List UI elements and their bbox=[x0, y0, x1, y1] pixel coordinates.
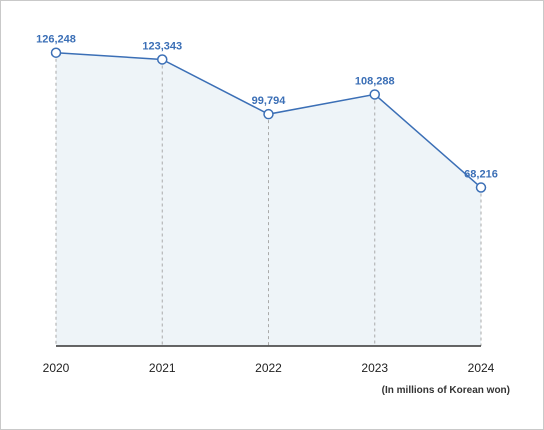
data-label-2022: 99,794 bbox=[252, 95, 287, 107]
data-point-2022 bbox=[263, 108, 274, 120]
data-point-2024 bbox=[475, 182, 487, 193]
data-point-2021 bbox=[157, 54, 168, 65]
data-point-2020 bbox=[50, 47, 62, 58]
data-label-2020: 126,248 bbox=[36, 34, 76, 46]
unit-note: (In millions of Korean won) bbox=[381, 385, 510, 396]
x-tick-label-2022: 2022 bbox=[255, 361, 282, 375]
data-label-2023: 108,288 bbox=[355, 75, 395, 87]
x-tick-label-2024: 2024 bbox=[468, 361, 495, 375]
data-label-2021: 123,343 bbox=[142, 40, 182, 52]
x-tick-label-2023: 2023 bbox=[361, 361, 388, 375]
x-tick-label-2021: 2021 bbox=[149, 361, 176, 375]
data-label-2024: 68,216 bbox=[464, 169, 498, 181]
data-point-2023 bbox=[369, 89, 380, 100]
x-tick-label-2020: 2020 bbox=[43, 361, 70, 375]
